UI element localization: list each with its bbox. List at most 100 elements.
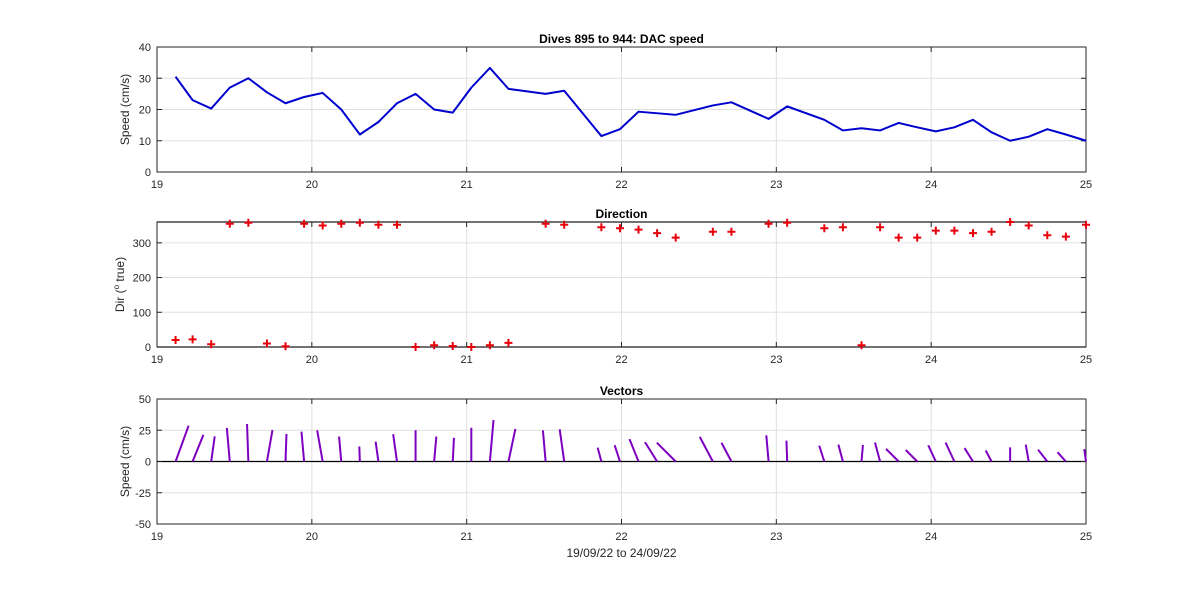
- direction-point: [876, 223, 885, 232]
- x-tick-label: 25: [1080, 531, 1092, 543]
- vector-stick: [874, 442, 882, 462]
- direction-point: [374, 220, 383, 229]
- direction-point: [300, 219, 309, 228]
- direction-point: [225, 219, 234, 228]
- direction-point: [281, 342, 290, 351]
- chart-title: Vectors: [600, 384, 644, 398]
- x-tick-label: 20: [306, 531, 318, 543]
- y-tick-label: 0: [145, 342, 151, 354]
- direction-point: [987, 227, 996, 236]
- vector-stick: [785, 440, 789, 462]
- vector-stick: [433, 436, 438, 462]
- direction-point: [1061, 232, 1070, 241]
- direction-point: [560, 220, 569, 229]
- y-tick-label: 50: [139, 394, 151, 406]
- vector-stick: [628, 438, 640, 462]
- vector-stick: [358, 446, 361, 462]
- y-tick-label: 100: [133, 307, 151, 319]
- direction-point: [467, 343, 476, 351]
- vector-stick: [720, 442, 733, 462]
- y-axis-label-part: Dir (: [113, 289, 127, 312]
- direction-panel: 19 20 21 22 23 24 25 0 100 200 300 Direction Dir (o …: [112, 207, 1092, 366]
- x-tick-label: 21: [461, 354, 473, 366]
- x-tick-label: 20: [306, 354, 318, 366]
- direction-point: [653, 229, 662, 238]
- vector-stick: [765, 435, 770, 462]
- vector-stick: [374, 441, 380, 462]
- vector-stick: [1024, 444, 1030, 462]
- vector-stick: [558, 429, 566, 462]
- direction-point: [318, 221, 327, 230]
- vector-stick: [1083, 448, 1087, 462]
- y-axis-label: Speed (cm/s): [118, 74, 132, 145]
- speed-panel: 19 20 21 22 23 24 25 0 10 20 30 40 Dives 895 to 944:…: [118, 32, 1092, 191]
- vector-stick: [927, 444, 937, 462]
- y-tick-label: 10: [139, 136, 151, 148]
- y-axis-label-part: true): [113, 257, 127, 285]
- vector-stick: [265, 429, 274, 462]
- vector-stick: [885, 448, 900, 463]
- vector-stick: [905, 449, 918, 463]
- vector-stick: [210, 436, 216, 462]
- vector-stick: [488, 419, 495, 462]
- y-tick-label: 300: [133, 238, 151, 250]
- x-tick-label: 21: [461, 531, 473, 543]
- vector-stick: [507, 428, 517, 462]
- vector-stick: [613, 444, 621, 462]
- chart-title: Direction: [595, 207, 647, 221]
- direction-point: [764, 219, 773, 228]
- vector-stick: [596, 447, 603, 462]
- x-tick-label: 23: [770, 354, 782, 366]
- direction-point: [430, 341, 439, 350]
- direction-point: [857, 341, 866, 350]
- direction-point: [411, 343, 420, 351]
- direction-point: [708, 227, 717, 236]
- vector-stick: [963, 447, 974, 463]
- direction-point: [1082, 220, 1090, 229]
- x-axis-label: 19/09/22 to 24/09/22: [566, 546, 676, 560]
- vector-stick: [1056, 451, 1067, 463]
- y-tick-label: 40: [139, 42, 151, 54]
- direction-point: [188, 335, 197, 344]
- speed-series-line: [174, 66, 1087, 142]
- y-tick-label: 30: [139, 73, 151, 85]
- x-tick-label: 19: [151, 179, 163, 191]
- vector-stick: [300, 431, 306, 462]
- vector-stick: [698, 436, 714, 462]
- direction-point: [244, 218, 253, 227]
- vector-stick: [191, 434, 205, 462]
- vector-stick: [174, 425, 190, 462]
- vectors-panel: 19 20 21 22 23 24 25 -50 -25 0 25 50 Vectors Speed (c…: [118, 384, 1092, 560]
- y-tick-label: 200: [133, 273, 151, 285]
- direction-point: [171, 336, 180, 345]
- x-tick-label: 22: [615, 354, 627, 366]
- vector-stick: [984, 449, 993, 462]
- direction-point: [1006, 218, 1015, 226]
- x-tick-label: 19: [151, 531, 163, 543]
- direction-point: [615, 224, 624, 233]
- direction-point: [597, 223, 606, 232]
- vector-stick: [1037, 449, 1049, 463]
- y-axis-label-superscript: o: [112, 284, 121, 289]
- vector-stick: [392, 434, 398, 462]
- vector-stick: [284, 433, 288, 462]
- direction-point: [262, 339, 271, 348]
- y-tick-label: 25: [139, 425, 151, 437]
- y-axis-label: Speed (cm/s): [118, 426, 132, 497]
- x-tick-label: 24: [925, 531, 937, 543]
- direction-point: [1024, 221, 1033, 230]
- x-tick-label: 21: [461, 179, 473, 191]
- direction-point: [448, 341, 457, 350]
- y-tick-label: -25: [135, 488, 151, 500]
- vector-stick: [837, 444, 844, 462]
- direction-point: [783, 218, 792, 227]
- y-tick-label: -50: [135, 519, 151, 531]
- direction-point: [671, 233, 680, 242]
- vector-stick: [451, 437, 455, 462]
- vector-stick: [656, 441, 677, 463]
- vector-stick: [225, 427, 231, 462]
- vector-stick: [246, 423, 250, 462]
- x-tick-label: 23: [770, 179, 782, 191]
- x-tick-label: 25: [1080, 179, 1092, 191]
